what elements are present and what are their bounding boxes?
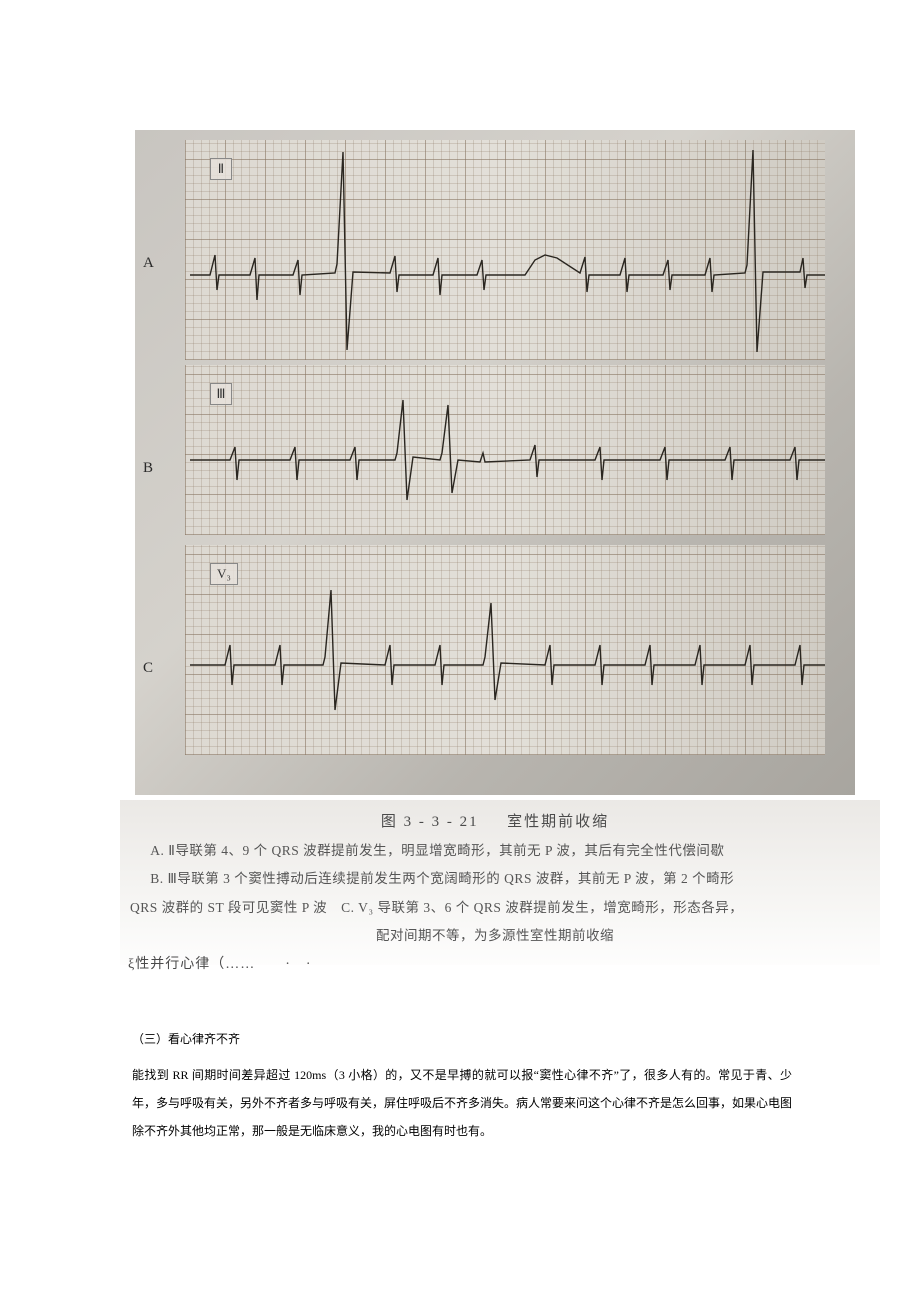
lead-label-a: Ⅱ: [210, 158, 232, 180]
strip-letter-b: B: [143, 460, 153, 477]
ecg-trace-a: [185, 140, 825, 360]
caption-line-b2: QRS 波群的 ST 段可见窦性 P 波 C. V₃ 导联第 3、6 个 QRS…: [130, 894, 860, 922]
lead-label-b: Ⅲ: [210, 383, 232, 405]
body-text: （三）看心律齐不齐 能找到 RR 间期时间差异超过 120ms（3 小格）的，又…: [132, 1030, 792, 1146]
strip-letter-a: A: [143, 255, 154, 272]
figure-title-text: 室性期前收缩: [507, 814, 609, 830]
ecg-strip-c: [185, 545, 825, 755]
ecg-strip-a: [185, 140, 825, 360]
figure-number: 图 3 - 3 - 21: [381, 814, 479, 830]
figure-caption: 图 3 - 3 - 21 室性期前收缩 A. Ⅱ导联第 4、9 个 QRS 波群…: [130, 810, 860, 950]
ecg-strip-b: [185, 365, 825, 535]
lead-label-c: V₃: [210, 563, 238, 585]
caption-line-b: B. Ⅲ导联第 3 个窦性搏动后连续提前发生两个宽阔畸形的 QRS 波群，其前无…: [130, 865, 860, 893]
section-heading: （三）看心律齐不齐: [132, 1030, 792, 1047]
caption-line-a: A. Ⅱ导联第 4、9 个 QRS 波群提前发生，明显增宽畸形，其前无 P 波，…: [130, 837, 860, 865]
caption-line-c: 配对间期不等，为多源性室性期前收缩: [130, 922, 860, 950]
ecg-trace-b: [185, 365, 825, 535]
ecg-trace-c: [185, 545, 825, 755]
figure-title: 图 3 - 3 - 21 室性期前收缩: [130, 810, 860, 831]
partial-cut-text: ξ性并行心律（…… · ·: [128, 953, 312, 973]
strip-letter-c: C: [143, 660, 153, 677]
ecg-figure: Ⅱ A Ⅲ B V₃ C: [135, 130, 855, 795]
body-paragraph: 能找到 RR 间期时间差异超过 120ms（3 小格）的，又不是早搏的就可以报“…: [132, 1061, 792, 1146]
